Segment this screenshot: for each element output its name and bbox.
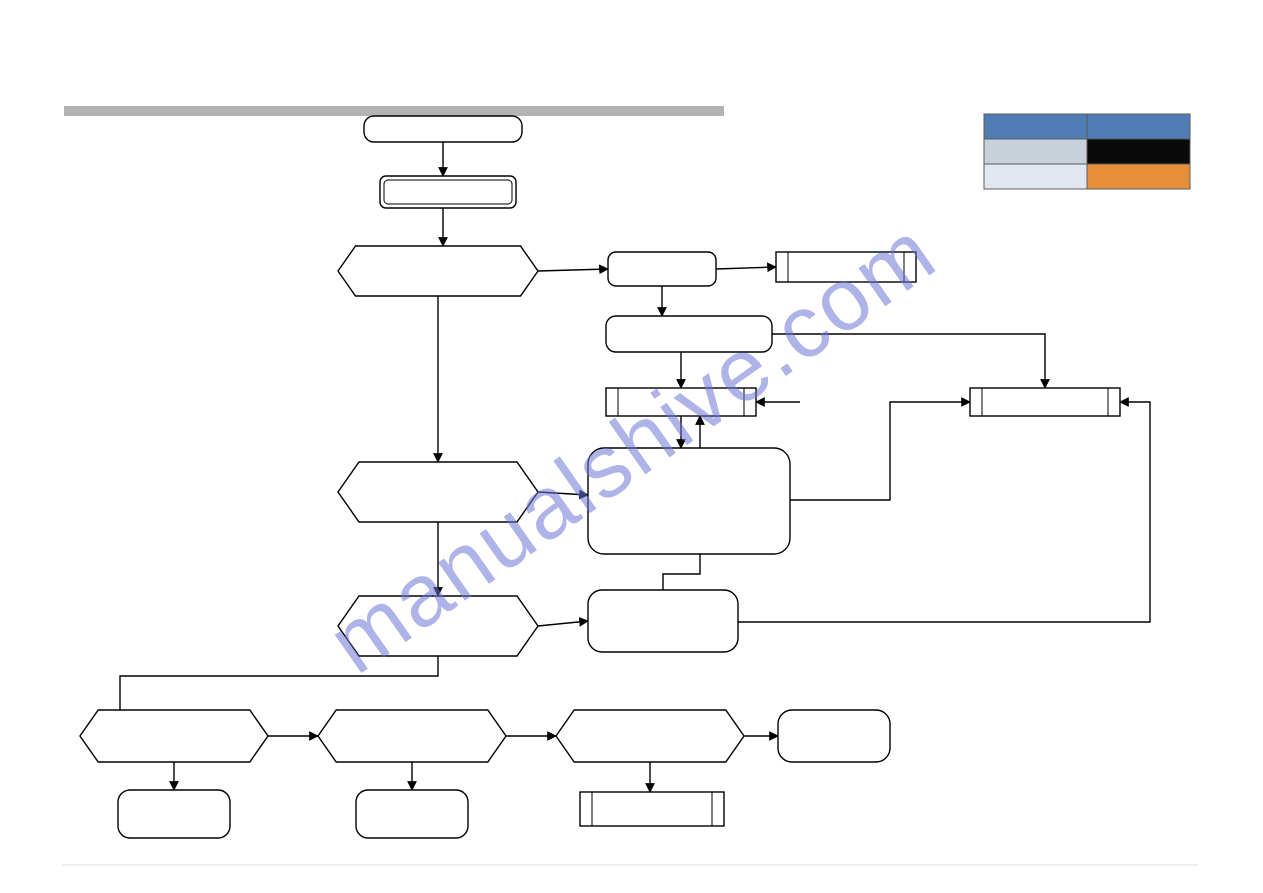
flowchart-svg xyxy=(0,0,1263,893)
node-d5 xyxy=(318,710,506,762)
node-p_r3 xyxy=(588,590,738,652)
node-p_b2 xyxy=(356,790,468,838)
diagram-canvas: manualshive.com xyxy=(0,0,1263,893)
node-d6 xyxy=(556,710,744,762)
node-d1 xyxy=(338,246,538,296)
node-n_top xyxy=(364,116,522,142)
node-p_r4 xyxy=(778,710,890,762)
node-p_r1b xyxy=(776,252,916,282)
node-p_r1a xyxy=(608,252,716,286)
node-big xyxy=(588,448,790,554)
node-p_band_m xyxy=(606,388,756,416)
node-p_band_r xyxy=(970,388,1120,416)
node-p_b1 xyxy=(118,790,230,838)
node-d2 xyxy=(338,462,538,522)
node-p_b3 xyxy=(580,792,724,826)
node-d4 xyxy=(80,710,268,762)
node-d3 xyxy=(338,596,538,656)
node-n_sub xyxy=(380,176,516,208)
node-p_r2 xyxy=(606,316,772,352)
